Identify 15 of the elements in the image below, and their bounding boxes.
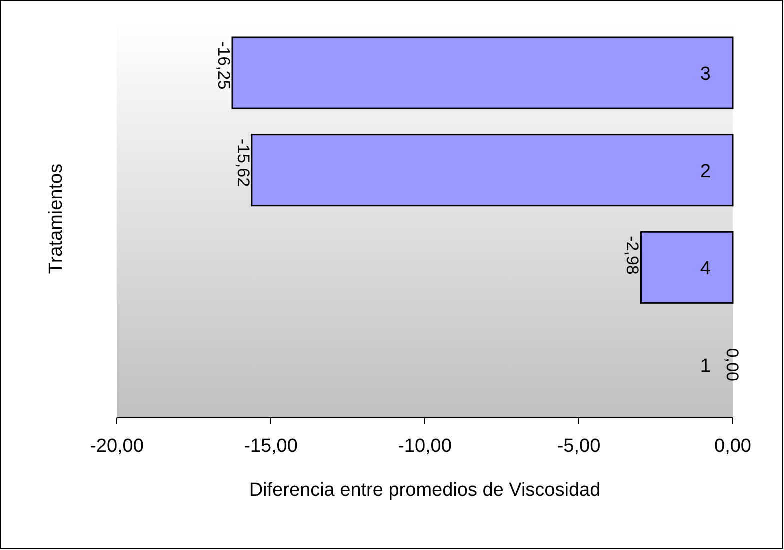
x-tick-label: -15,00 (244, 436, 298, 457)
data-label: -16,25 (214, 42, 234, 90)
y-tick-label: 1 (700, 356, 711, 377)
y-axis-title: Tratamientos (46, 164, 67, 274)
data-label: 0,00 (723, 348, 742, 382)
x-tick-label: 0,00 (714, 436, 752, 457)
x-tick-label: -5,00 (557, 436, 601, 457)
y-tick-label: 4 (700, 258, 712, 280)
x-axis-title: Diferencia entre promedios de Viscosidad (249, 480, 601, 501)
x-tick-label: -10,00 (398, 436, 452, 457)
data-label: -15,62 (234, 138, 253, 188)
data-label: -2,98 (623, 236, 642, 275)
x-tick-label: -20,00 (90, 436, 144, 457)
y-tick-label: 3 (700, 64, 711, 86)
y-tick-label: 2 (700, 161, 711, 182)
